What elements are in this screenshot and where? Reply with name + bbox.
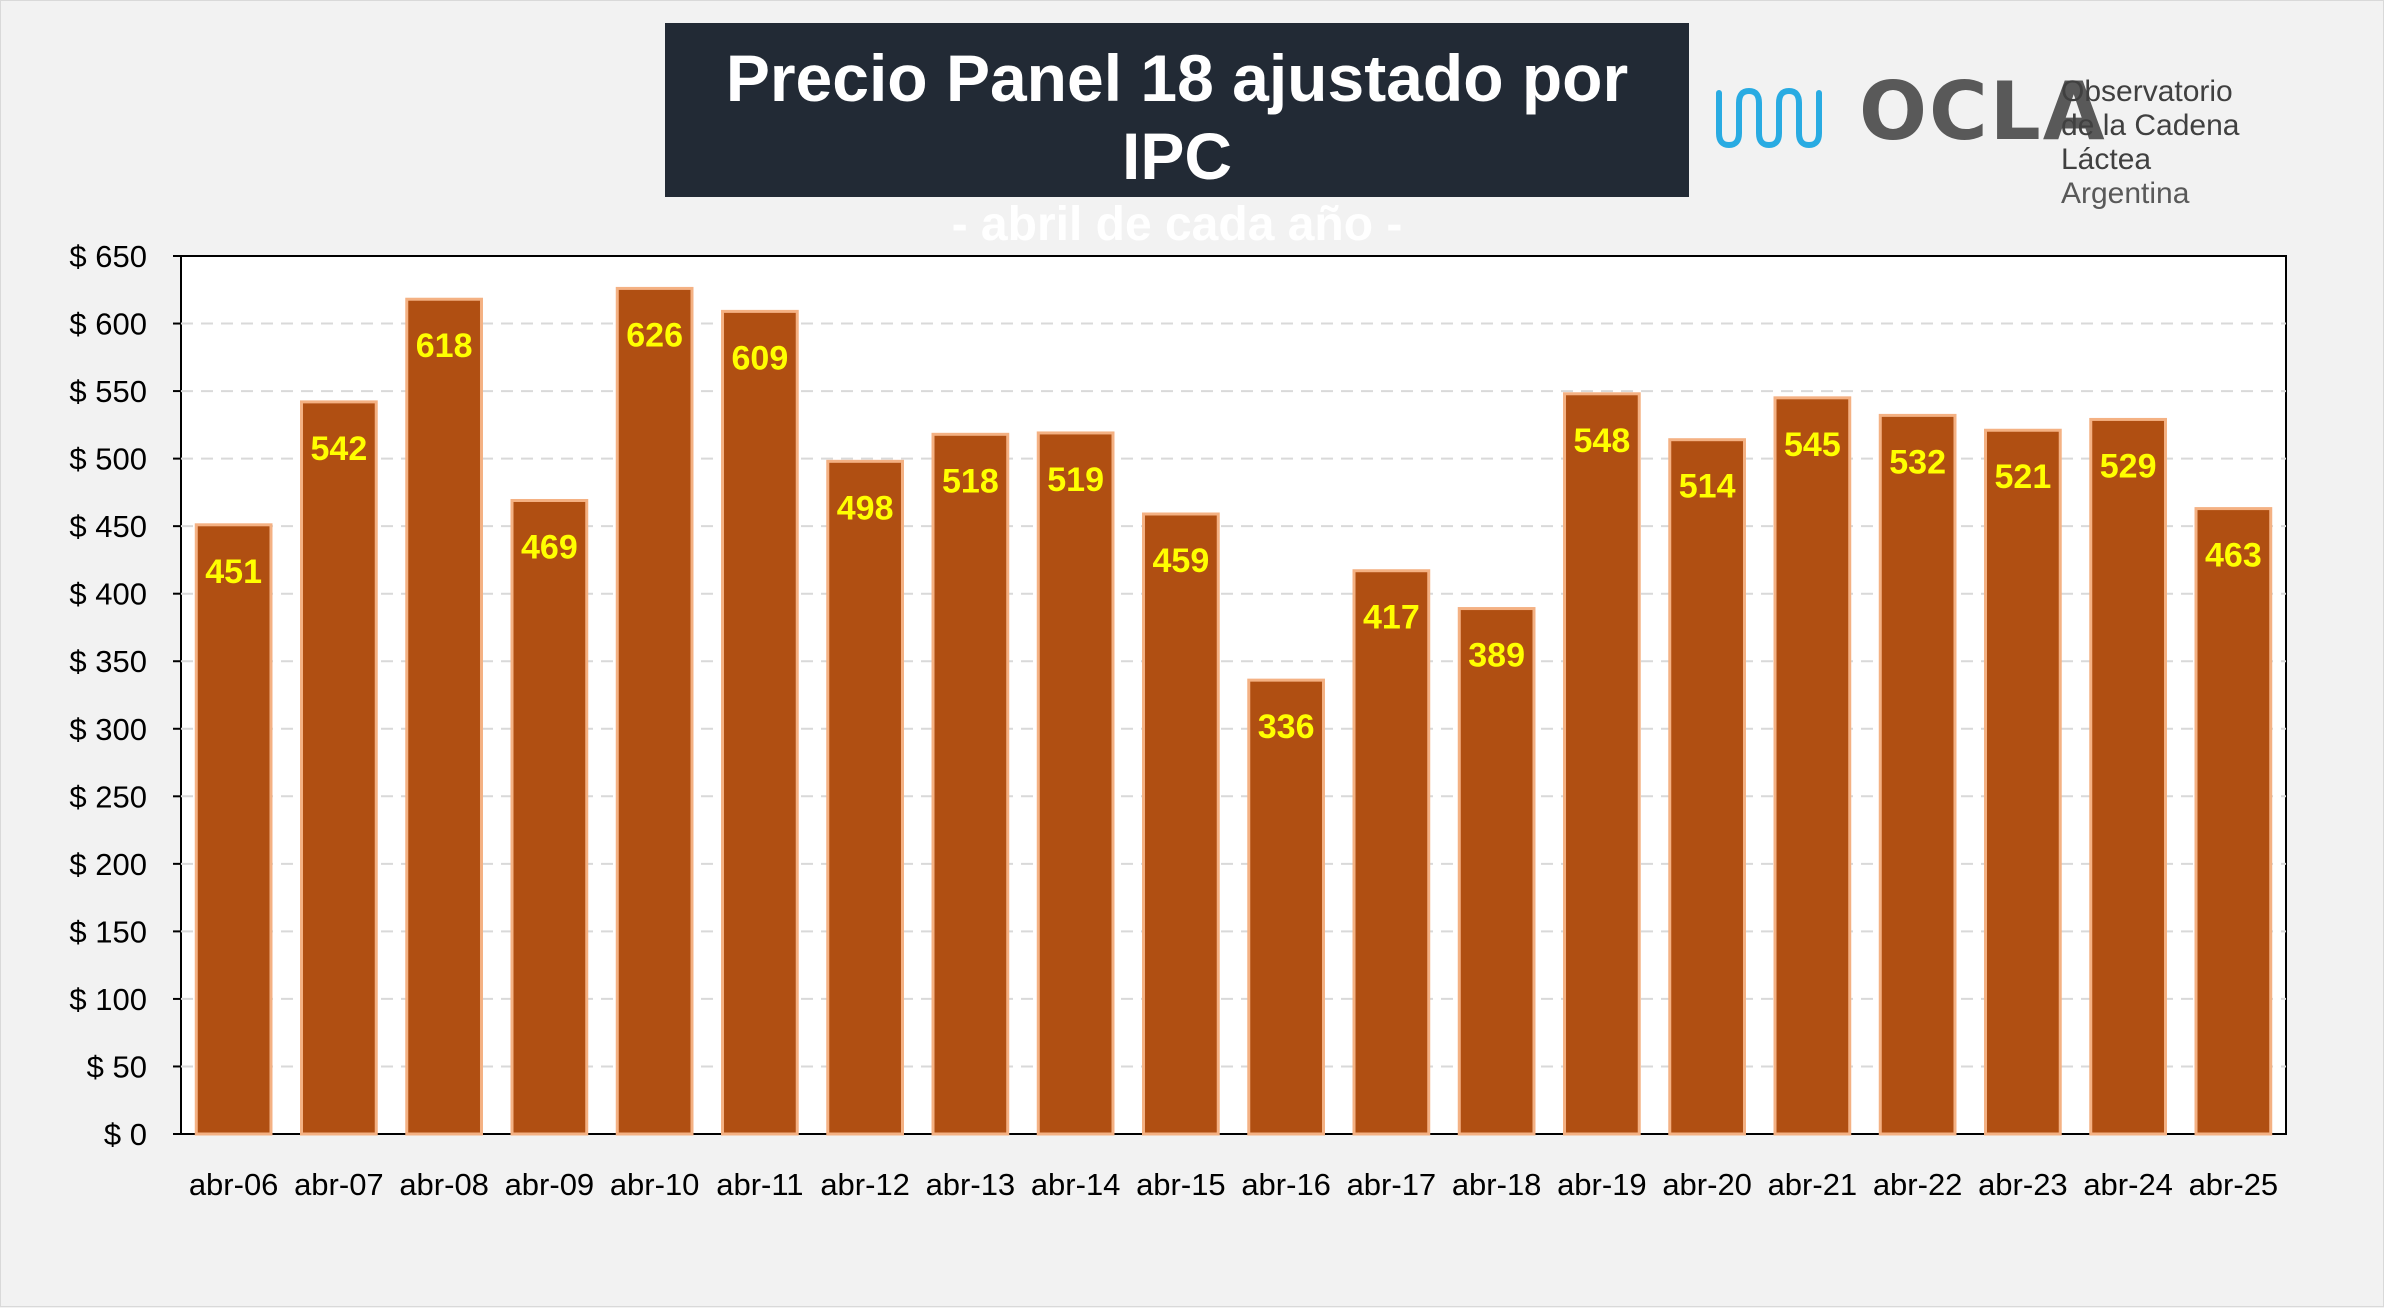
x-tick-label: abr-06 <box>189 1167 279 1202</box>
logo-line-2: de la Cadena Láctea <box>2061 109 2240 176</box>
title-box: Precio Panel 18 ajustado por IPC - abril… <box>665 23 1689 251</box>
x-tick-label: abr-21 <box>1768 1167 1858 1202</box>
chart-subtitle: - abril de cada año - <box>951 198 1403 251</box>
bar <box>510 498 589 1136</box>
y-tick-label: $ 150 <box>69 914 147 949</box>
x-tick-label: abr-07 <box>294 1167 384 1202</box>
x-tick-label: abr-16 <box>1241 1167 1331 1202</box>
x-tick-label: abr-13 <box>926 1167 1016 1202</box>
data-label: 521 <box>1995 458 2052 496</box>
data-label: 529 <box>2100 447 2157 485</box>
data-label: 417 <box>1363 599 1420 637</box>
x-tick-label: abr-18 <box>1452 1167 1542 1202</box>
x-tick-label: abr-11 <box>716 1167 803 1202</box>
y-tick-label: $ 50 <box>87 1049 147 1084</box>
bar <box>1773 396 1852 1136</box>
bar <box>405 297 483 1136</box>
ocla-logo: OCLA Observatorio de la Cadena Láctea Ar… <box>1713 63 2313 210</box>
y-tick-label: $ 500 <box>69 442 147 477</box>
y-tick-label: $ 300 <box>69 712 147 747</box>
chart-title: Precio Panel 18 ajustado por IPC <box>725 41 1629 193</box>
y-tick-label: $ 400 <box>69 577 147 612</box>
y-tick-label: $ 600 <box>69 307 147 342</box>
bar <box>1036 431 1115 1136</box>
bar <box>1984 428 2062 1136</box>
logo-name: OCLA <box>1859 65 2107 158</box>
wave-logo-icon <box>1716 87 1822 149</box>
bar <box>2194 507 2273 1136</box>
bar <box>194 523 273 1136</box>
data-label: 609 <box>732 339 789 377</box>
data-label: 336 <box>1258 708 1315 746</box>
x-tick-label: abr-20 <box>1662 1167 1752 1202</box>
data-label: 514 <box>1679 468 1736 506</box>
data-label: 618 <box>416 327 473 365</box>
y-tick-label: $ 250 <box>69 779 147 814</box>
logo-subtitle: Observatorio de la Cadena Láctea Argenti… <box>2061 75 2313 211</box>
x-tick-label: abr-14 <box>1031 1167 1121 1202</box>
bar <box>1668 438 1746 1136</box>
bar <box>1563 392 1641 1136</box>
x-tick-label: abr-17 <box>1347 1167 1437 1202</box>
data-label: 389 <box>1468 637 1525 675</box>
x-tick-label: abr-12 <box>820 1167 910 1202</box>
plot-area <box>180 255 2287 1135</box>
data-label: 548 <box>1574 422 1631 460</box>
bar <box>721 309 799 1136</box>
x-tick-label: abr-22 <box>1873 1167 1963 1202</box>
y-tick-label: $ 200 <box>69 847 147 882</box>
logo-line-3: Argentina <box>2061 177 2190 210</box>
x-tick-label: abr-24 <box>2083 1167 2173 1202</box>
data-label: 459 <box>1153 542 1210 580</box>
x-tick-label: abr-25 <box>2189 1167 2279 1202</box>
logo-line-1: Observatorio <box>2061 75 2233 108</box>
x-tick-label: abr-23 <box>1978 1167 2068 1202</box>
data-label: 542 <box>311 430 368 468</box>
bar <box>931 432 1010 1136</box>
y-tick-label: $ 100 <box>69 982 147 1017</box>
data-label: 463 <box>2205 537 2262 575</box>
x-tick-label: abr-10 <box>610 1167 700 1202</box>
bar <box>1247 678 1325 1136</box>
bar <box>1457 607 1536 1136</box>
x-tick-label: abr-08 <box>399 1167 489 1202</box>
data-label: 451 <box>205 553 262 591</box>
y-tick-label: $ 550 <box>69 374 147 409</box>
data-label: 498 <box>837 489 894 527</box>
data-label: 545 <box>1784 426 1841 464</box>
bar <box>826 459 904 1136</box>
x-tick-label: abr-09 <box>505 1167 595 1202</box>
data-label: 518 <box>942 462 999 500</box>
data-label: 532 <box>1889 443 1946 481</box>
bar <box>1142 512 1220 1136</box>
data-label: 626 <box>626 316 683 354</box>
y-tick-label: $ 650 <box>69 239 147 274</box>
y-tick-label: $ 450 <box>69 509 147 544</box>
data-label: 519 <box>1047 461 1104 499</box>
bar <box>300 400 378 1136</box>
bar <box>1878 413 1957 1136</box>
y-tick-label: $ 350 <box>69 644 147 679</box>
bar <box>615 286 694 1136</box>
bar <box>1352 569 1431 1136</box>
x-tick-label: abr-19 <box>1557 1167 1647 1202</box>
data-label: 469 <box>521 528 578 566</box>
bar <box>2089 417 2167 1136</box>
y-tick-label: $ 0 <box>104 1117 147 1152</box>
x-tick-label: abr-15 <box>1136 1167 1226 1202</box>
